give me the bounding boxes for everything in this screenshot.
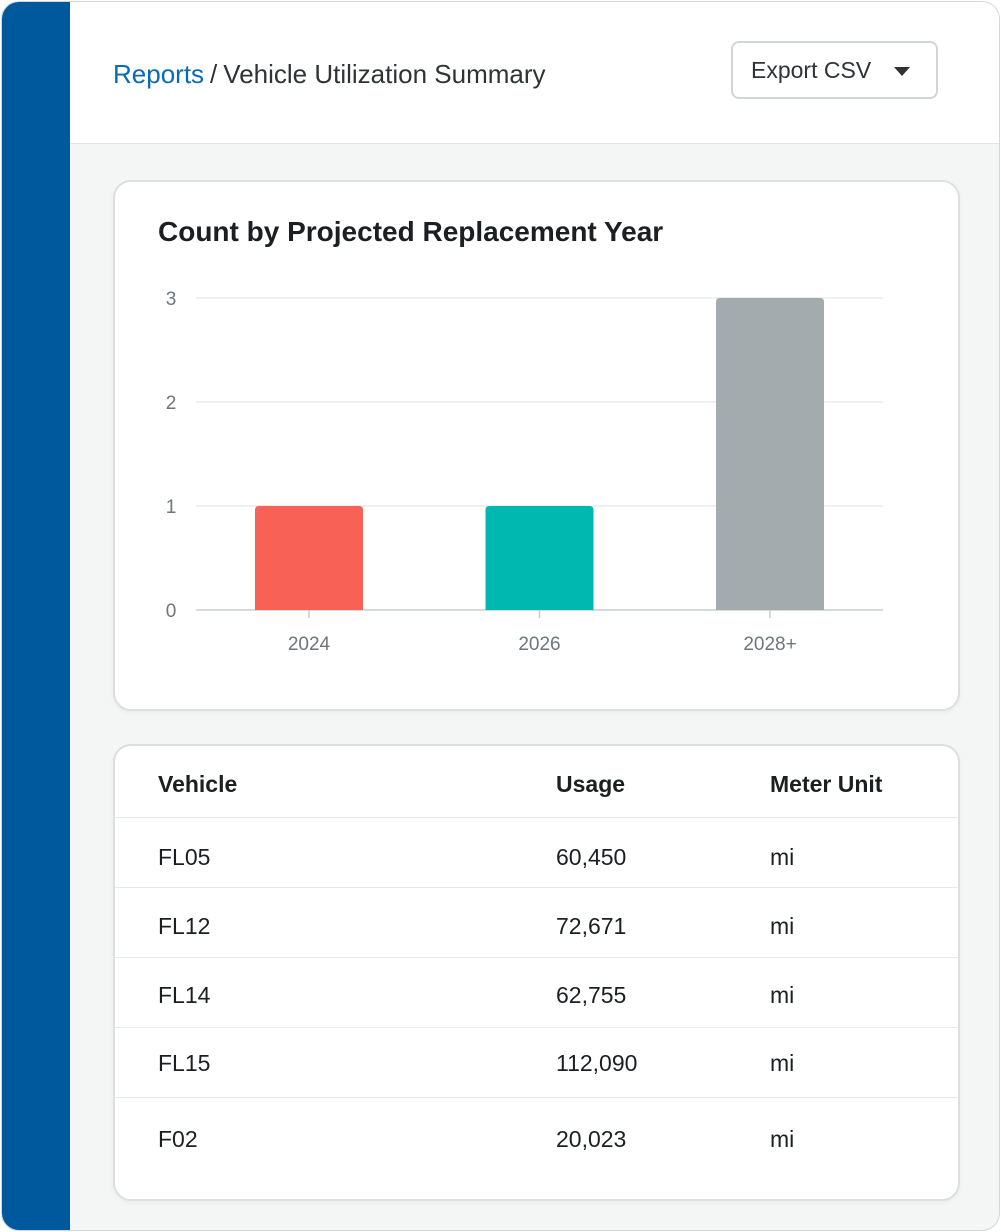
bar-2024[interactable]	[255, 506, 363, 610]
export-csv-label: Export CSV	[751, 56, 872, 83]
x-tick-label-2024: 2024	[288, 634, 331, 655]
bar-chart: 0 1 2 3 2024 2026 2028+	[166, 289, 883, 655]
cell-vehicle: FL15	[158, 1050, 211, 1076]
breadcrumb-link-reports[interactable]: Reports	[113, 59, 205, 89]
x-tick-label-2028+: 2028+	[743, 634, 796, 655]
cell-vehicle: FL05	[158, 844, 211, 870]
page-header: Reports / Vehicle Utilization Summary Expo…	[70, 2, 999, 144]
y-tick-label-1: 1	[166, 497, 177, 518]
y-tick-label-2: 2	[166, 393, 177, 414]
breadcrumb-separator: /	[210, 59, 218, 89]
table-row[interactable]: FL05 60,450 mi	[115, 818, 958, 888]
bar-2028+[interactable]	[716, 298, 824, 610]
column-header-meter-unit[interactable]: Meter Unit	[770, 771, 883, 797]
table-row[interactable]: FL15 112,090 mi	[115, 1028, 958, 1098]
column-header-usage[interactable]: Usage	[556, 771, 626, 797]
export-csv-button[interactable]: Export CSV	[731, 41, 938, 99]
column-header-vehicle[interactable]: Vehicle	[158, 771, 238, 797]
cell-usage: 60,450	[556, 844, 627, 870]
caret-down-icon	[894, 67, 910, 76]
sidebar	[2, 2, 70, 1230]
page-title: Vehicle Utilization Summary	[223, 59, 546, 89]
cell-meter-unit: mi	[770, 913, 795, 939]
x-tick-label-2026: 2026	[518, 634, 560, 655]
y-tick-label-0: 0	[166, 601, 177, 622]
table-header-row: Vehicle Usage Meter Unit	[115, 746, 958, 818]
cell-usage: 62,755	[556, 982, 627, 1008]
cell-meter-unit: mi	[770, 1050, 795, 1076]
y-tick-label-3: 3	[166, 289, 177, 310]
chart-title: Count by Projected Replacement Year	[158, 216, 664, 247]
table-row[interactable]: F02 20,023 mi	[115, 1098, 958, 1199]
cell-meter-unit: mi	[770, 844, 795, 870]
table-row[interactable]: FL14 62,755 mi	[115, 958, 958, 1028]
cell-vehicle: FL12	[158, 913, 211, 939]
chart-card: Count by Projected Replacement Year 0 1 2 3…	[113, 180, 960, 711]
cell-meter-unit: mi	[770, 1126, 795, 1152]
cell-vehicle: FL14	[158, 982, 211, 1008]
cell-vehicle: F02	[158, 1126, 198, 1152]
cell-usage: 72,671	[556, 913, 627, 939]
bar-2026[interactable]	[485, 506, 594, 610]
cell-usage: 112,090	[556, 1050, 638, 1076]
vehicle-table: Vehicle Usage Meter Unit FL05 60,450 mi …	[113, 744, 960, 1201]
table-row[interactable]: FL12 72,671 mi	[115, 888, 958, 958]
breadcrumb: Reports / Vehicle Utilization Summary	[113, 58, 546, 90]
cell-usage: 20,023	[556, 1126, 627, 1152]
cell-meter-unit: mi	[770, 982, 795, 1008]
